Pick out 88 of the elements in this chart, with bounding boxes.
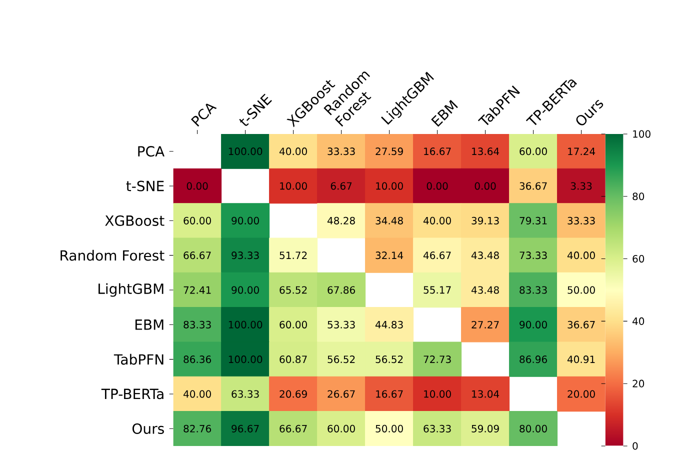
- data-label: 96.67: [232, 424, 259, 432]
- data-label: 65.52: [280, 286, 307, 294]
- data-label: 90.00: [232, 286, 259, 294]
- data-label: 63.33: [424, 424, 451, 432]
- data-label: 13.64: [472, 148, 500, 156]
- data-label: 40.00: [567, 252, 595, 260]
- data-label: 50.00: [568, 286, 595, 294]
- data-label: 56.52: [328, 356, 355, 364]
- color-bar-label: 100: [633, 130, 650, 138]
- data-label: 93.33: [232, 252, 259, 260]
- data-label: 53.33: [328, 320, 355, 328]
- data-label: 0.00: [426, 182, 448, 190]
- y-tick-label: t-SNE: [126, 180, 164, 192]
- data-label: 40.00: [423, 216, 451, 224]
- data-label: 51.72: [280, 252, 307, 260]
- y-tick-label: TP-BERTa: [101, 388, 164, 400]
- data-label: 6.67: [330, 182, 352, 190]
- data-label: 33.33: [328, 148, 355, 156]
- data-label: 0.00: [474, 182, 496, 190]
- data-label: 36.67: [520, 182, 547, 190]
- data-label: 59.09: [472, 424, 499, 432]
- data-label: 86.36: [184, 356, 212, 364]
- data-label: 34.48: [376, 216, 403, 224]
- data-label: 79.31: [520, 216, 547, 224]
- data-label: 10.00: [376, 182, 403, 190]
- data-label: 48.28: [327, 216, 355, 224]
- data-label: 90.00: [232, 216, 259, 224]
- data-label: 72.73: [424, 356, 451, 364]
- data-label: 33.33: [568, 216, 595, 224]
- y-tick-label: PCA: [138, 146, 164, 157]
- y-tick-label: EBM: [135, 320, 164, 330]
- data-label: 17.24: [568, 148, 596, 156]
- data-label: 40.00: [280, 148, 307, 156]
- data-label: 67.86: [328, 286, 355, 294]
- data-label: 60.00: [280, 320, 307, 328]
- color-bar-label: 40: [632, 317, 644, 325]
- data-label: 40.00: [184, 390, 211, 398]
- data-label: 63.33: [232, 390, 259, 398]
- data-label: 66.67: [280, 424, 307, 432]
- data-label: 43.48: [471, 286, 499, 294]
- data-label: 83.33: [184, 320, 211, 328]
- data-label: 56.52: [376, 356, 403, 364]
- data-label: 20.00: [568, 390, 595, 398]
- y-tick-label: LightGBM: [98, 283, 164, 297]
- data-label: 100.00: [228, 356, 262, 364]
- data-label: 100.00: [228, 148, 262, 156]
- data-label: 46.67: [423, 252, 451, 260]
- data-label: 10.00: [280, 182, 307, 190]
- data-label: 27.59: [376, 148, 403, 156]
- data-label: 44.83: [375, 320, 403, 328]
- data-label: 50.00: [376, 424, 403, 432]
- data-label: 39.13: [472, 216, 499, 224]
- color-bar-label: 60: [632, 255, 644, 263]
- data-label: 40.91: [567, 356, 595, 364]
- data-label: 66.67: [184, 252, 211, 260]
- data-label: 90.00: [520, 320, 547, 328]
- data-label: 86.96: [520, 356, 547, 364]
- color-bar-label: 80: [632, 192, 644, 200]
- data-label: 55.17: [424, 286, 451, 294]
- data-label: 13.04: [472, 390, 500, 398]
- data-label: 100.00: [228, 320, 262, 328]
- y-tick-label: Ours: [132, 423, 164, 434]
- y-tick-label: TabPFN: [114, 354, 164, 365]
- color-bar-label: 20: [632, 380, 644, 388]
- data-label: 20.69: [280, 390, 307, 398]
- color-bar-label: 0: [632, 442, 638, 450]
- data-label: 60.00: [520, 148, 547, 156]
- data-label: 10.00: [424, 390, 451, 398]
- data-label: 60.00: [184, 216, 211, 224]
- data-label: 60.87: [280, 356, 307, 364]
- data-label: 16.67: [424, 148, 451, 156]
- data-label: 73.33: [520, 252, 547, 260]
- data-label: 82.76: [184, 424, 212, 432]
- y-tick-label: XGBoost: [105, 215, 164, 226]
- data-label: 80.00: [520, 424, 547, 432]
- data-label: 60.00: [328, 424, 355, 432]
- data-label: 32.14: [376, 252, 404, 260]
- data-label: 72.41: [184, 286, 211, 294]
- data-label: 27.27: [472, 320, 499, 328]
- data-label: 43.48: [471, 252, 499, 260]
- data-label: 0.00: [186, 182, 208, 190]
- data-label: 83.33: [520, 286, 547, 294]
- data-label: 36.67: [568, 320, 595, 328]
- data-label: 16.67: [376, 390, 403, 398]
- x-tick-label: PCA: [190, 104, 217, 127]
- data-label: 26.67: [328, 390, 355, 398]
- y-tick-label: Random Forest: [60, 250, 164, 261]
- data-label: 3.33: [570, 182, 592, 190]
